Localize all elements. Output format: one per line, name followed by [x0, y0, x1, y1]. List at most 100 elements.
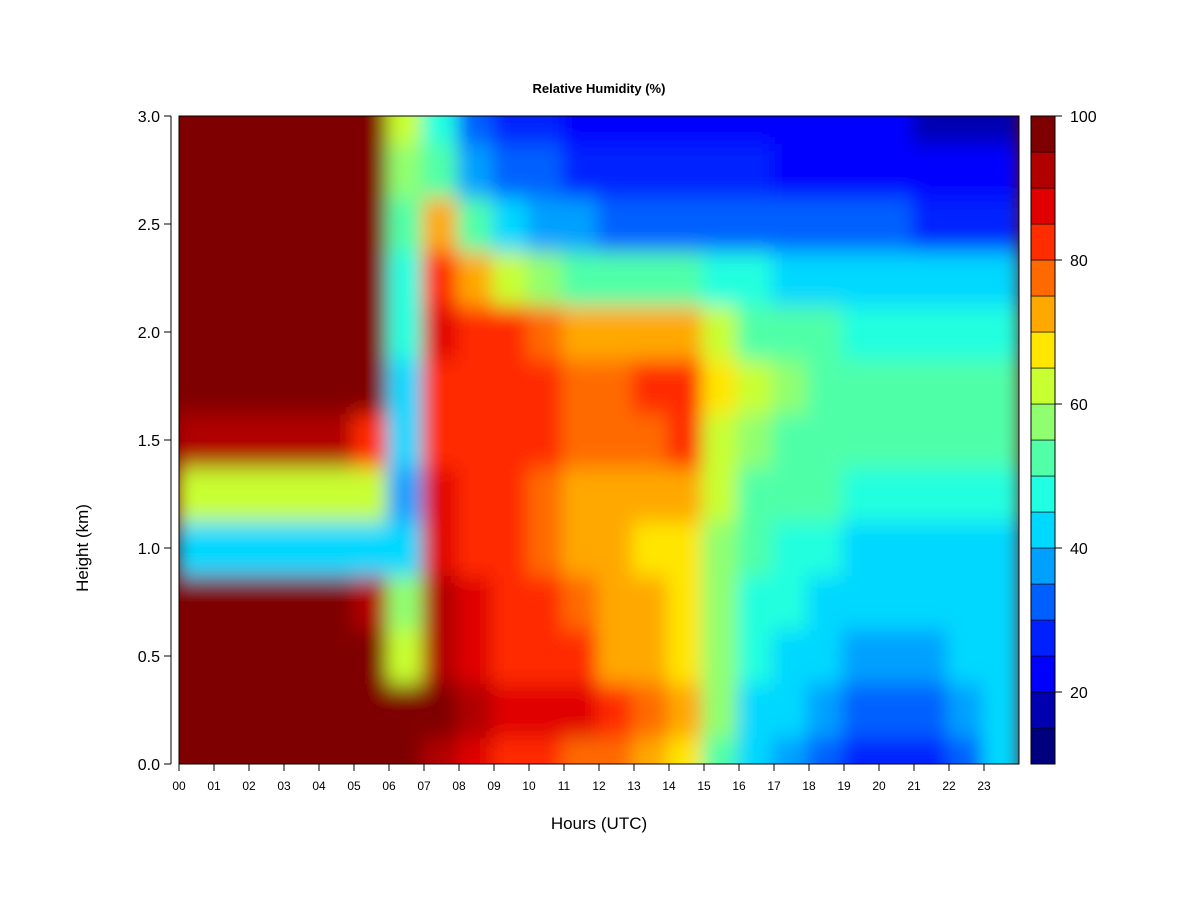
heatmap-cell [387, 629, 426, 684]
heatmap-cell [492, 143, 531, 198]
heatmap-cell [947, 413, 986, 468]
heatmap-cell [352, 629, 391, 684]
heatmap-cell [807, 251, 846, 306]
x-axis: 00 01 02 03 04 05 06 07 08 09 10 11 12 13 14 15 16 17 18 19… [172, 763, 1019, 793]
heatmap-cell [877, 251, 916, 306]
colorbar-tick-label: 100 [1070, 109, 1097, 126]
heatmap-cell [912, 521, 951, 576]
heatmap-cell [562, 629, 601, 684]
heatmap-cell [562, 521, 601, 576]
heatmap-cell [387, 359, 426, 414]
heatmap-cell [317, 413, 356, 468]
heatmap-cell [317, 737, 356, 764]
heatmap-cell [317, 629, 356, 684]
colorbar-tick-label: 60 [1070, 397, 1088, 414]
heatmap-cell [807, 116, 846, 144]
x-tick-label: 23 [977, 779, 991, 793]
heatmap-cell [282, 521, 321, 576]
heatmap-cell [282, 116, 321, 144]
heatmap-cell [352, 683, 391, 738]
heatmap-cell [457, 737, 496, 764]
colorbar-swatch [1030, 295, 1056, 333]
heatmap-cell [247, 116, 286, 144]
heatmap-cell [282, 413, 321, 468]
heatmap-cell [527, 737, 566, 764]
heatmap-cell [912, 197, 951, 252]
heatmap-cell [597, 197, 636, 252]
heatmap-cell [597, 683, 636, 738]
heatmap-cell [317, 305, 356, 360]
heatmap-cell [457, 197, 496, 252]
heatmap-cell [457, 143, 496, 198]
heatmap-cell [912, 575, 951, 630]
heatmap-cell [212, 359, 251, 414]
heatmap-cell [352, 305, 391, 360]
heatmap-cell [807, 521, 846, 576]
heatmap-cell [877, 629, 916, 684]
heatmap-cell [317, 251, 356, 306]
heatmap-cell [632, 521, 671, 576]
heatmap-cell [562, 683, 601, 738]
heatmap-cell [667, 683, 706, 738]
heatmap-cell [632, 575, 671, 630]
heatmap-cell [632, 413, 671, 468]
heatmap-cell [597, 251, 636, 306]
heatmap-cell [212, 143, 251, 198]
heatmap-cell [772, 521, 811, 576]
heatmap-cell [562, 116, 601, 144]
heatmap-cell [562, 251, 601, 306]
heatmap-cell [772, 116, 811, 144]
colorbar-swatch [1030, 223, 1056, 261]
heatmap-cell [982, 737, 1019, 764]
heatmap-cell [422, 143, 461, 198]
heatmap-cell [772, 305, 811, 360]
heatmap-cell [282, 251, 321, 306]
heatmap-cell [422, 251, 461, 306]
heatmap-cell [317, 467, 356, 522]
heatmap-cell [842, 251, 881, 306]
heatmap-cell [179, 305, 216, 360]
heatmap-cell [702, 575, 741, 630]
heatmap-cell [702, 251, 741, 306]
heatmap-cell [179, 143, 216, 198]
heatmap-cell [457, 251, 496, 306]
x-tick-label: 12 [592, 779, 606, 793]
heatmap-cell [352, 116, 391, 144]
heatmap-cell [772, 251, 811, 306]
heatmap-cell [247, 143, 286, 198]
heatmap-cell [947, 467, 986, 522]
heatmap-cell [352, 143, 391, 198]
heatmap-cell [247, 521, 286, 576]
colorbar-swatch [1030, 331, 1056, 369]
heatmap-cell [422, 305, 461, 360]
heatmap-cell [772, 737, 811, 764]
heatmap-cell [422, 359, 461, 414]
heatmap-cell [737, 521, 776, 576]
heatmap-cell [842, 413, 881, 468]
heatmap-cell [842, 467, 881, 522]
heatmap-cell [807, 575, 846, 630]
heatmap-cell [282, 467, 321, 522]
heatmap-cell [842, 116, 881, 144]
heatmap-cell [842, 359, 881, 414]
heatmap-cell [632, 683, 671, 738]
heatmap-cell [457, 305, 496, 360]
heatmap-cell [667, 629, 706, 684]
x-tick-label: 05 [347, 779, 361, 793]
heatmap-cell [947, 683, 986, 738]
heatmap-cell [387, 683, 426, 738]
heatmap-cell [982, 197, 1019, 252]
x-tick-label: 02 [242, 779, 256, 793]
heatmap-cell [912, 116, 951, 144]
heatmap-cell [877, 197, 916, 252]
heatmap-cell [772, 413, 811, 468]
heatmap-cell [702, 737, 741, 764]
heatmap-cell [282, 143, 321, 198]
heatmap-cell [807, 629, 846, 684]
heatmap-cell [912, 737, 951, 764]
x-tick-label: 10 [522, 779, 536, 793]
heatmap-cell [877, 683, 916, 738]
heatmap-cell [842, 143, 881, 198]
heatmap-cell [212, 197, 251, 252]
heatmap-cell [982, 629, 1019, 684]
